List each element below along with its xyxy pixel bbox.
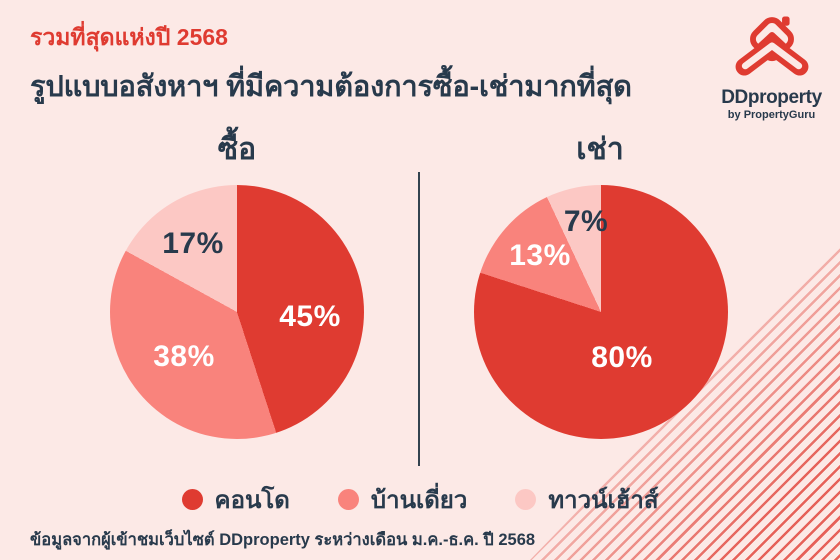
legend-label-condo: คอนโด (214, 487, 290, 514)
ddproperty-logo: DDproperty by PropertyGuru (703, 14, 840, 121)
page-title: รูปแบบอสังหาฯ ที่มีความต้องการซื้อ-เช่าม… (30, 71, 632, 103)
logo-byline: by PropertyGuru (727, 109, 816, 121)
legend-label-detached-house: บ้านเดี่ยว (370, 487, 468, 514)
legend-item-townhouse: ทาวน์เฮ้าส์ (515, 480, 658, 519)
detached-house-color-swatch (337, 489, 359, 510)
legend-item-detached-house: บ้านเดี่ยว (337, 480, 468, 519)
chart-legend: คอนโด บ้านเดี่ยว ทาวน์เฮ้าส์ (0, 480, 840, 519)
buy-condo-slice-label: 45% (279, 300, 341, 333)
rent-chart-title: เช่า (576, 133, 624, 166)
legend-item-condo: คอนโด (181, 480, 290, 519)
legend-label-townhouse: ทาวน์เฮ้าส์ (548, 487, 659, 514)
rent-condo-slice-label: 80% (591, 341, 653, 374)
rent-house-slice-label: 13% (509, 239, 571, 272)
vertical-divider (418, 172, 420, 466)
rent-pie-chart (474, 185, 728, 439)
ddproperty-house-icon (735, 16, 808, 76)
condo-color-swatch (181, 489, 203, 510)
buy-house-slice-label: 38% (153, 340, 215, 373)
buy-chart-title: ซื้อ (217, 133, 257, 166)
buy-townhouse-slice-label: 17% (162, 227, 224, 260)
townhouse-color-swatch (515, 489, 537, 510)
source-note: ข้อมูลจากผู้เข้าชมเว็บไซต์ DDproperty ระ… (30, 531, 536, 549)
rent-townhouse-slice-label: 7% (563, 205, 609, 238)
logo-wordmark: DDproperty (721, 87, 822, 108)
buy-pie-chart (110, 185, 364, 439)
eyebrow-title: รวมที่สุดแห่งปี 2568 (30, 24, 228, 50)
